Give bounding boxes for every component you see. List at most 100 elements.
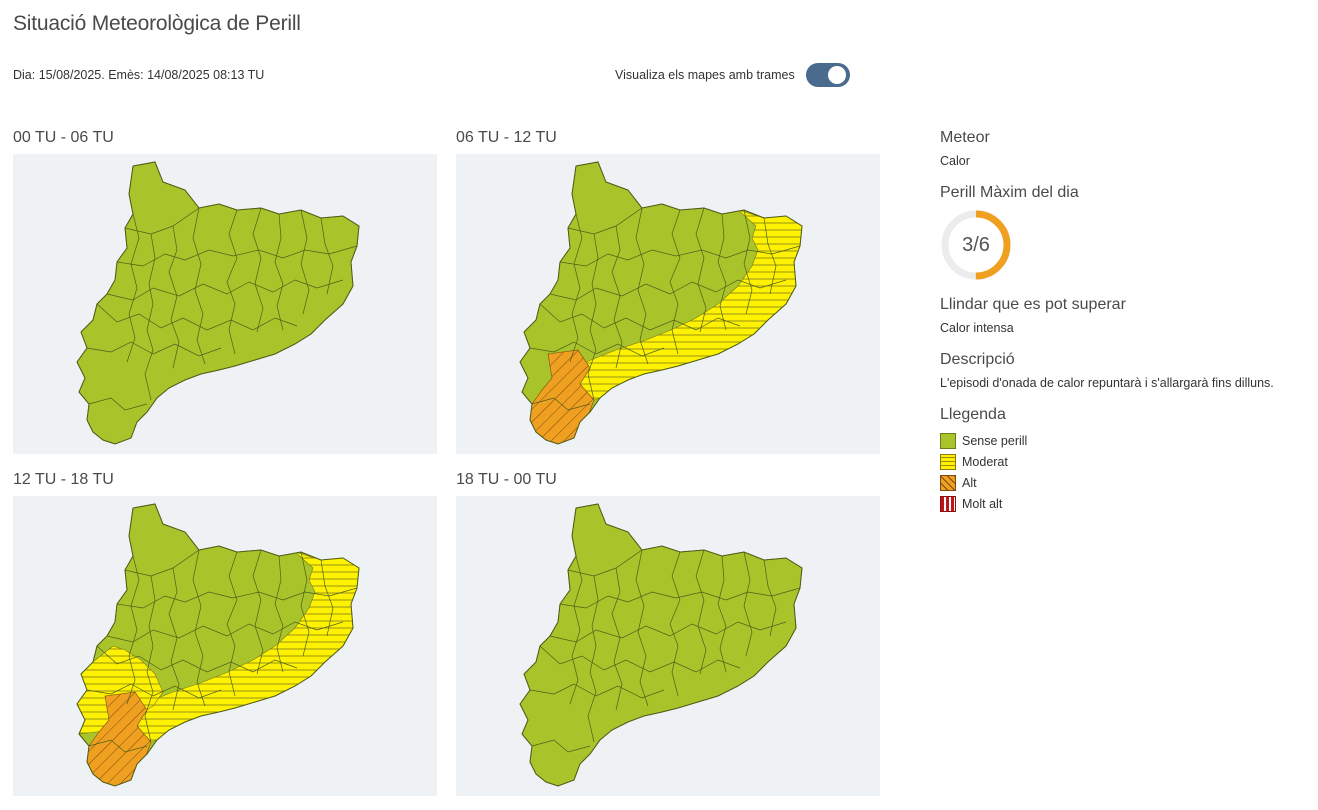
legend-label: Moderat — [962, 454, 1008, 469]
coast-outline — [519, 161, 803, 445]
legend-heading: Llegenda — [940, 406, 1006, 423]
comarca-border — [695, 207, 707, 333]
pattern-toggle-label: Visualiza els mapes amb trames — [615, 68, 795, 82]
gauge-arc — [941, 210, 1011, 280]
comarca-border — [669, 209, 681, 355]
llindar-section: Llindar que es pot superar Calor intensa — [940, 295, 1310, 336]
comarca-border — [635, 207, 649, 365]
comarca-border — [116, 245, 358, 267]
comarca-border — [559, 245, 801, 267]
gauge-value: 3/6 — [962, 234, 990, 256]
comarca-border — [559, 587, 801, 609]
comarca-border — [531, 739, 591, 753]
legend-section: Llegenda Sense perill Moderat Alt Molt a… — [940, 405, 1310, 514]
comarca-border — [567, 207, 643, 235]
catalonia-map[interactable] — [13, 154, 437, 454]
comarca-border — [635, 549, 649, 707]
comarca-border — [717, 213, 727, 331]
legend-label: Sense perill — [962, 433, 1028, 448]
comarca-border — [611, 225, 623, 369]
comarca-border — [587, 575, 599, 743]
comarca-border — [274, 555, 284, 673]
perill-section: Perill Màxim del dia 3/6 — [940, 183, 1310, 281]
comarca-border — [88, 397, 148, 411]
comarca-border — [743, 209, 753, 315]
pattern-toggle-switch[interactable] — [805, 63, 850, 87]
comarca-border — [587, 233, 599, 401]
toggle-knob — [827, 66, 846, 84]
legend-label: Alt — [962, 475, 977, 490]
comarca-border — [124, 549, 200, 577]
comarca-border — [192, 549, 206, 707]
map-panel-06-12: 06 TU - 12 TU — [456, 128, 880, 454]
map-box — [13, 496, 437, 796]
comarca-border — [300, 551, 310, 657]
legend-swatch-moderat — [940, 453, 956, 470]
comarca-border — [168, 567, 180, 711]
comarca-border — [86, 683, 222, 699]
comarca-border — [168, 225, 180, 369]
legend-item-sense-perill: Sense perill — [940, 430, 1310, 451]
comarca-border — [529, 683, 665, 699]
comarca-border — [226, 551, 238, 697]
comarca-border — [300, 209, 310, 315]
danger-gauge: 3/6 — [940, 209, 1012, 281]
llindar-heading: Llindar que es pot superar — [940, 296, 1126, 313]
comarca-border — [126, 555, 140, 705]
catalonia-map[interactable] — [456, 154, 880, 454]
legend-item-moderat: Moderat — [940, 451, 1310, 472]
coast-outline — [519, 503, 803, 787]
legend-item-alt: Alt — [940, 472, 1310, 493]
coast-outline — [76, 161, 360, 445]
comarca-border — [567, 549, 643, 577]
descripcio-value: L'episodi d'onada de calor repuntarà i s… — [940, 376, 1274, 390]
map-panel-title: 06 TU - 12 TU — [456, 129, 557, 146]
comarca-border — [252, 207, 264, 333]
catalonia-map[interactable] — [456, 496, 880, 796]
meteor-value: Calor — [940, 154, 970, 168]
map-panel-title: 18 TU - 00 TU — [456, 471, 557, 488]
llindar-value: Calor intensa — [940, 321, 1014, 335]
comarca-border — [86, 341, 222, 357]
comarca-border — [320, 217, 334, 295]
comarca-border — [549, 279, 787, 301]
comarca-border — [743, 551, 753, 657]
comarca-border — [88, 739, 148, 753]
comarca-border — [531, 397, 591, 411]
comarca-border — [695, 549, 707, 675]
page-title: Situació Meteorològica de Perill — [13, 12, 301, 35]
comarca-border — [539, 645, 741, 673]
comarca-border — [124, 207, 200, 235]
comarca-border — [226, 209, 238, 355]
legend-swatch-alt — [940, 474, 956, 491]
issue-date-text: Dia: 15/08/2025. Emès: 14/08/2025 08:13 … — [13, 68, 265, 82]
legend-item-molt-alt: Molt alt — [940, 493, 1310, 514]
comarca-border — [611, 567, 623, 711]
map-box — [456, 496, 880, 796]
comarca-border — [106, 279, 344, 301]
map-box — [456, 154, 880, 454]
comarca-border — [763, 217, 777, 295]
catalonia-map[interactable] — [13, 496, 437, 796]
map-panel-00-06: 00 TU - 06 TU — [13, 128, 437, 454]
map-panel-18-00: 18 TU - 00 TU — [456, 470, 880, 796]
comarca-border — [126, 213, 140, 363]
comarca-border — [96, 303, 298, 331]
comarca-border — [763, 559, 777, 637]
map-box — [13, 154, 437, 454]
comarca-border — [539, 303, 741, 331]
comarca-border — [549, 621, 787, 643]
comarca-border — [116, 587, 358, 609]
info-sidebar: Meteor Calor Perill Màxim del dia 3/6 Ll… — [940, 128, 1310, 528]
comarca-border — [274, 213, 284, 331]
comarca-border — [320, 559, 334, 637]
descripcio-heading: Descripció — [940, 351, 1015, 368]
comarca-border — [669, 551, 681, 697]
map-panel-12-18: 12 TU - 18 TU — [13, 470, 437, 796]
meteor-section: Meteor Calor — [940, 128, 1310, 169]
perill-heading: Perill Màxim del dia — [940, 184, 1079, 201]
map-panel-title: 12 TU - 18 TU — [13, 471, 114, 488]
legend-label: Molt alt — [962, 496, 1003, 511]
legend-swatch-sense-perill — [940, 432, 956, 449]
coast-outline — [76, 503, 360, 787]
